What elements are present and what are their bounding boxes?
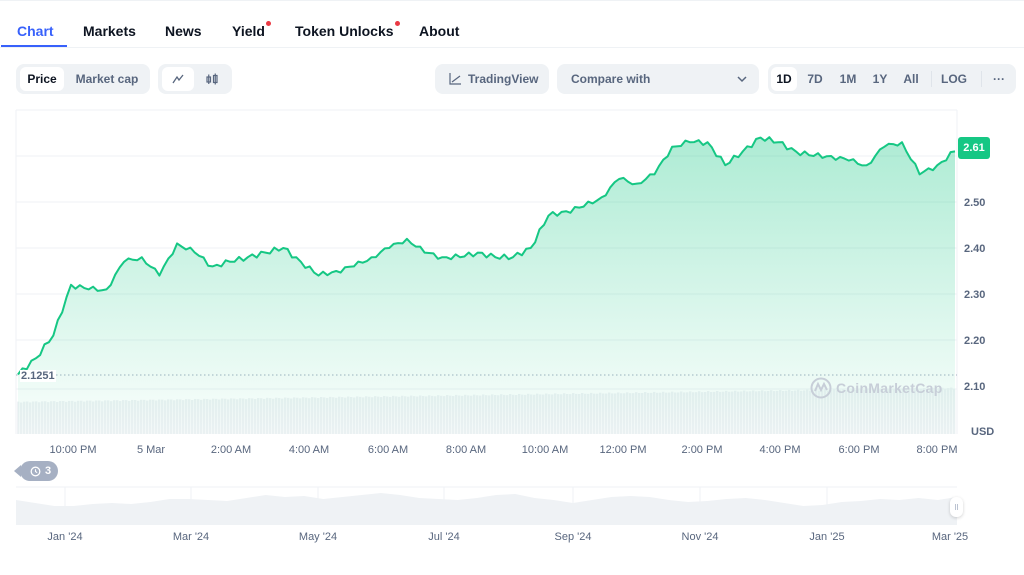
x-tick: 8:00 PM (916, 444, 958, 456)
navigator-tick: Mar '25 (931, 531, 969, 543)
navigator-area (16, 493, 957, 525)
x-tick: 2:00 PM (681, 444, 723, 456)
current-price-tag: 2.61 (958, 137, 990, 159)
range-1m[interactable]: 1M (839, 72, 857, 86)
section-tabs: Chart Markets News Yield Token Unlocks A… (0, 14, 1024, 48)
history-events-badge[interactable]: 3 (13, 461, 59, 481)
tab-about[interactable]: About (419, 23, 460, 39)
tab-yield[interactable]: Yield (232, 21, 271, 39)
line-chart-button[interactable] (162, 67, 194, 91)
x-tick: 2:00 AM (210, 444, 252, 456)
candlestick-button[interactable] (196, 67, 228, 91)
range-1d[interactable]: 1D (771, 67, 797, 91)
price-option[interactable]: Price (20, 67, 64, 91)
coinmarketcap-logo-icon (810, 377, 832, 399)
chart-trend-icon (449, 73, 461, 85)
x-tick: 10:00 PM (49, 444, 97, 456)
divider (931, 71, 932, 87)
y-tick: 2.30 (964, 289, 986, 301)
navigator-tick: Jan '24 (47, 531, 83, 543)
range-7d[interactable]: 7D (807, 72, 823, 86)
notification-dot (265, 21, 271, 26)
divider (981, 71, 982, 87)
y-tick: 2.50 (964, 197, 986, 209)
navigator-tick: Sep '24 (554, 531, 592, 543)
navigator-tick: Mar '24 (172, 531, 210, 543)
notification-dot (394, 21, 400, 26)
x-tick: 5 Mar (136, 444, 166, 456)
y-tick: 2.40 (964, 243, 986, 255)
x-tick: 12:00 PM (599, 444, 647, 456)
tradingview-button[interactable]: TradingView (435, 64, 549, 94)
tab-chart[interactable]: Chart (17, 23, 54, 39)
metric-toggle: Price Market cap (16, 64, 150, 94)
open-price-label: 2.1251 (20, 370, 56, 382)
log-scale-toggle[interactable]: LOG (941, 72, 967, 86)
chart-type-toggle (158, 64, 232, 94)
price-line (17, 136, 956, 376)
x-tick: 6:00 PM (838, 444, 880, 456)
tab-token-unlocks[interactable]: Token Unlocks (295, 21, 400, 39)
navigator-tick: Jul '24 (428, 531, 460, 543)
chevron-down-icon (737, 76, 747, 83)
navigator-tick: Nov '24 (681, 531, 719, 543)
range-all[interactable]: All (903, 72, 919, 86)
navigator-tick: Jan '25 (809, 531, 845, 543)
coinmarketcap-watermark: CoinMarketCap (810, 377, 943, 399)
price-area (18, 137, 955, 434)
active-tab-indicator (1, 45, 67, 47)
history-clock-icon (30, 466, 41, 476)
x-tick: 6:00 AM (367, 444, 409, 456)
x-tick: 8:00 AM (445, 444, 487, 456)
y-tick: 2.10 (964, 381, 986, 393)
navigator-tick: May '24 (298, 531, 338, 543)
tab-markets[interactable]: Markets (83, 23, 136, 39)
more-options-button[interactable]: ··· (993, 72, 1005, 86)
y-tick: 2.20 (964, 335, 986, 347)
time-range-selector: 1D 7D 1M 1Y All LOG ··· (768, 64, 1016, 94)
x-tick: 4:00 PM (759, 444, 801, 456)
range-1y[interactable]: 1Y (872, 72, 888, 86)
x-tick: 10:00 AM (521, 444, 569, 456)
tab-news[interactable]: News (165, 23, 202, 39)
navigator-range-handle[interactable]: II (950, 497, 963, 517)
top-border (0, 0, 1024, 1)
market-cap-option[interactable]: Market cap (75, 72, 139, 86)
line-chart-icon (172, 74, 184, 84)
compare-with-dropdown[interactable]: Compare with (557, 64, 759, 94)
x-tick: 4:00 AM (288, 444, 330, 456)
candlestick-icon (206, 73, 218, 85)
currency-label: USD (971, 426, 995, 438)
